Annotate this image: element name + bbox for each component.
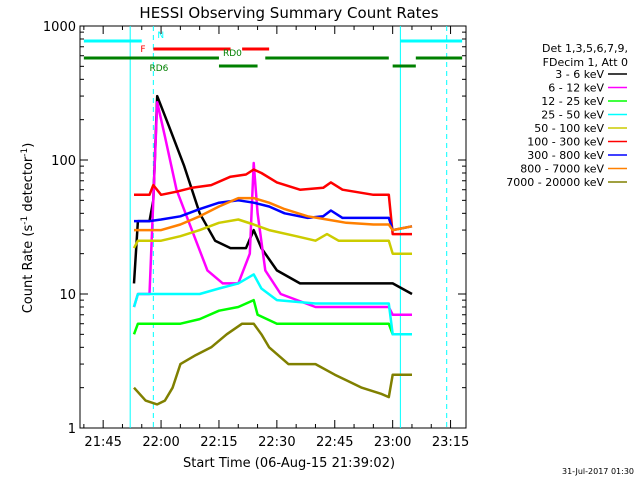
x-tick-label: 22:15 bbox=[200, 435, 237, 450]
plot-area: 1 10 100 1000 21:45 22:00 22:15 22:30 22:45 23:00… bbox=[43, 20, 469, 450]
flag-bar-label: RD6 bbox=[149, 64, 168, 74]
footer-timestamp: 31-Jul-2017 01:30 bbox=[562, 467, 634, 476]
y-axis-label: Count Rate (s-1 detector-1) bbox=[20, 143, 36, 314]
legend-entry-label: 3 - 6 keV bbox=[555, 68, 604, 81]
legend-header-line-1: Det 1,3,5,6,7,9, bbox=[542, 42, 628, 55]
flag-bar-label: N bbox=[157, 31, 164, 41]
x-tick-label: 22:30 bbox=[258, 435, 295, 450]
series-line bbox=[132, 218, 412, 255]
y-axis-label-sup2: -1 bbox=[20, 148, 30, 157]
x-tick-label: 23:15 bbox=[432, 435, 469, 450]
x-tick-label: 21:45 bbox=[84, 435, 121, 450]
y-tick-label: 100 bbox=[51, 154, 76, 169]
legend-entry-label: 25 - 50 keV bbox=[541, 109, 604, 122]
flag-bar-label: RD0 bbox=[223, 49, 242, 59]
flag-bar-label: F bbox=[140, 45, 145, 55]
y-tick-label: 10 bbox=[59, 288, 76, 303]
series-line bbox=[134, 196, 413, 232]
x-tick-label: 23:00 bbox=[374, 435, 411, 450]
x-tick-label: 22:00 bbox=[142, 435, 179, 450]
series-line bbox=[132, 298, 412, 336]
legend-entry-label: 12 - 25 keV bbox=[541, 95, 604, 108]
chart-title: HESSI Observing Summary Count Rates bbox=[139, 4, 438, 22]
legend-entry-label: 300 - 800 keV bbox=[527, 149, 604, 162]
series-line bbox=[133, 322, 412, 406]
legend: Det 1,3,5,6,7,9, FDecim 1, Att 0 3 - 6 k… bbox=[506, 42, 628, 189]
y-axis-label-end: ) bbox=[21, 143, 36, 148]
legend-header-line-2: FDecim 1, Att 0 bbox=[543, 56, 628, 69]
legend-entry-label: 800 - 7000 keV bbox=[520, 163, 604, 176]
legend-entry-label: 6 - 12 keV bbox=[548, 82, 604, 95]
series-line bbox=[134, 199, 413, 232]
y-axis-label-start: Count Rate (s bbox=[21, 225, 36, 314]
y-axis-label-mid: detector bbox=[21, 156, 36, 216]
y-tick-label: 1 bbox=[68, 422, 76, 437]
legend-entry-label: 50 - 100 keV bbox=[534, 122, 604, 135]
x-tick-label: 22:45 bbox=[316, 435, 353, 450]
y-axis-label-sup: -1 bbox=[20, 216, 30, 225]
legend-entry-label: 7000 - 20000 keV bbox=[506, 176, 604, 189]
series-line bbox=[134, 168, 412, 236]
plot-frame bbox=[79, 25, 467, 429]
series-line bbox=[132, 273, 412, 336]
y-tick-label: 1000 bbox=[43, 20, 76, 35]
legend-entry-label: 100 - 300 keV bbox=[527, 136, 604, 149]
x-axis-label: Start Time (06-Aug-15 21:39:02) bbox=[183, 456, 395, 471]
